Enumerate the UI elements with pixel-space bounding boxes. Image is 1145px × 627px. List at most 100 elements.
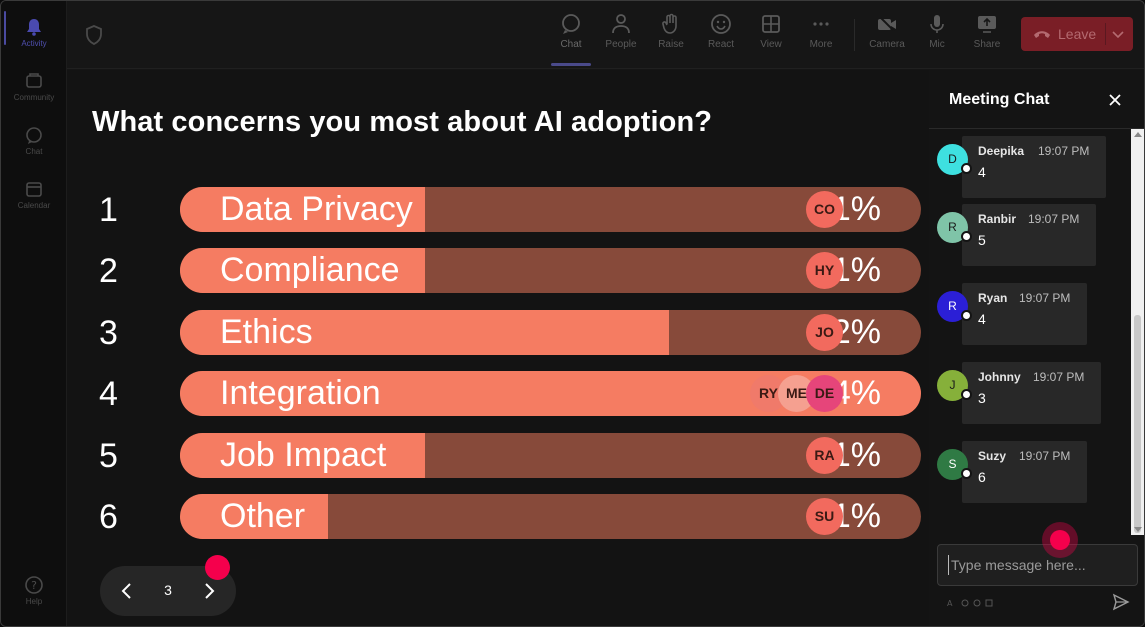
toolbar-chat-button[interactable]: Chat [548,11,594,61]
leave-divider [1105,23,1106,45]
message-text: 3 [978,390,986,406]
option-result-bar: Data Privacy 11% CO [180,187,921,232]
option-result-bar: Compliance 11% HY [180,248,921,293]
message-composer[interactable] [937,544,1138,586]
option-label: Job Impact [220,436,387,474]
toolbar-label: View [760,39,782,50]
toolbar-label: Chat [560,39,582,50]
chat-message: Ryan 19:07 PM 4 R [937,283,1137,347]
message-sender: Johnny [978,370,1021,384]
message-sender: Ryan [978,291,1008,305]
option-result-fill [180,494,329,539]
message-timestamp: 19:07 PM [1028,212,1080,226]
scroll-up-arrow-icon[interactable] [1134,132,1142,137]
message-bubble: Deepika 19:07 PM 4 [962,136,1106,198]
rail-item-calendar[interactable]: Calendar [1,171,67,221]
rail-active-indicator [4,11,6,45]
chevron-down-icon[interactable] [1111,27,1125,41]
rail-item-community[interactable]: Community [1,63,67,113]
poll-option-row: 6 Other 11% SU [67,494,929,540]
message-timestamp: 19:07 PM [1033,370,1085,384]
poll-option-row: 1 Data Privacy 11% CO [67,187,929,233]
message-sender: Deepika [978,144,1025,158]
toolbar-label: Raise [658,39,684,50]
toolbar-label: Mic [929,39,945,50]
option-result-fill [180,433,425,478]
toolbar-camera-button[interactable]: Camera [864,11,910,61]
rail-item-label: Activity [21,39,47,48]
bell-icon [27,19,41,36]
calendar-icon [26,182,42,197]
message-timestamp: 19:07 PM [1038,144,1090,158]
share-screen-icon [978,16,996,33]
person-icon [612,14,630,34]
option-label: Integration [220,374,381,412]
message-input[interactable] [948,555,1128,575]
option-label: Ethics [220,313,313,351]
toolbar-react-button[interactable]: React [698,11,744,61]
left-rail: Activity Community Chat Calendar ? Help [1,1,67,626]
chevron-left-icon[interactable] [120,582,134,600]
toolbar-view-button[interactable]: View [748,11,794,61]
toolbar-label: React [707,39,735,50]
toolbar-more-button[interactable]: More [798,11,844,61]
close-icon[interactable] [1107,92,1123,108]
option-result-bar: Ethics 22% JO [180,310,921,355]
rail-item-activity[interactable]: Activity [1,9,67,59]
option-label: Other [220,497,306,535]
option-label: Compliance [220,251,400,289]
toolbar-share-button[interactable]: Share [964,11,1010,61]
send-icon[interactable] [1112,593,1130,611]
chat-scrollbar[interactable] [1131,129,1144,535]
message-sender: Suzy [978,449,1007,463]
chat-message: Ranbir 19:07 PM 5 R [937,204,1137,268]
scrollbar-thumb[interactable] [1134,315,1141,533]
pointer-indicator [1042,522,1078,558]
avatar: D [937,144,968,175]
presence-status-icon [961,468,972,479]
toolbar-mic-button[interactable]: Mic [914,11,960,61]
presence-status-icon [961,163,972,174]
pointer-indicator [205,555,230,580]
meeting-chat-panel: Meeting Chat Deepika 19:07 PM 4 D Ranbir 19:0… [929,70,1144,626]
option-number: 4 [99,375,118,413]
formatting-icons[interactable]: A [947,597,1007,609]
toolbar-raise-button[interactable]: Raise [648,11,694,61]
toolbar-separator [854,19,855,51]
message-bubble: Johnny 19:07 PM 3 [962,362,1101,424]
chat-title: Meeting Chat [949,91,1050,108]
option-number: 5 [99,437,118,475]
toolbar-label: Camera [869,39,905,50]
svg-text:?: ? [31,579,37,592]
community-icon [26,73,42,88]
scroll-down-arrow-icon[interactable] [1134,527,1142,532]
option-result-bar: Integration 34% RY ME DE [180,371,921,416]
poll-option-row: 4 Integration 34% RY ME DE [67,371,929,417]
message-text: 5 [978,232,986,248]
help-icon: ? [25,576,43,594]
rail-item-label: Community [13,93,55,102]
rail-item-label: Calendar [17,201,51,210]
leave-button[interactable]: Leave [1021,17,1133,51]
message-text: 4 [978,311,986,327]
shield-icon [86,25,102,45]
poll-stage: What concerns you most about AI adoption… [67,70,929,626]
chevron-right-icon[interactable] [202,582,216,600]
poll-option-row: 5 Job Impact 11% RA [67,433,929,479]
message-text: 4 [978,164,986,180]
active-tab-indicator [551,63,591,66]
camera-off-icon [878,15,896,33]
poll-option-row: 2 Compliance 11% HY [67,248,929,294]
chat-icon [26,127,42,144]
option-label: Data Privacy [220,190,413,228]
option-result-bar: Job Impact 11% RA [180,433,921,478]
chat-message: Johnny 19:07 PM 3 J [937,362,1137,426]
presence-status-icon [961,389,972,400]
rail-item-chat[interactable]: Chat [1,117,67,167]
meeting-toolbar: Chat People Raise React View More Camera [67,1,1144,69]
rail-item-help[interactable]: ? Help [1,567,67,617]
toolbar-people-button[interactable]: People [598,11,644,61]
option-result-fill [180,187,425,232]
option-result-fill [180,248,425,293]
